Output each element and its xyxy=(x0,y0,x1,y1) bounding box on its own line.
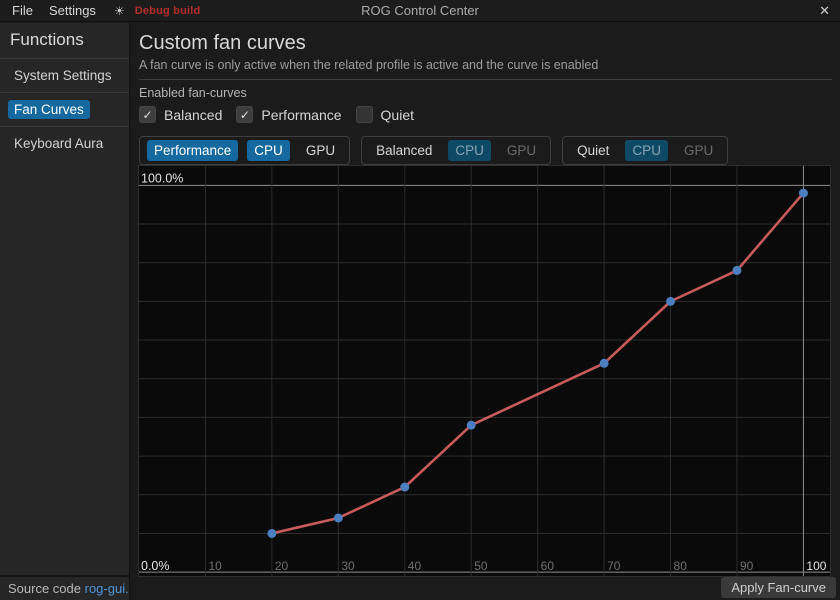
titlebar: File Settings ☀ Debug build ROG Control … xyxy=(0,0,840,22)
sidebar-item-fan-curves[interactable]: Fan Curves xyxy=(0,92,129,126)
tab-performance[interactable]: Performance xyxy=(147,140,239,161)
curve-point[interactable] xyxy=(666,296,676,306)
tab-quiet[interactable]: Quiet xyxy=(577,143,610,158)
checkbox-performance-box[interactable]: ✓ xyxy=(236,106,254,123)
x-axis-tick-label: 40 xyxy=(408,559,422,573)
tab-balanced-cpu[interactable]: CPU xyxy=(448,140,491,161)
checkbox-balanced[interactable]: ✓ Balanced xyxy=(139,106,222,123)
curve-point[interactable] xyxy=(798,188,808,198)
rog-gui-link[interactable]: rog-gui. xyxy=(84,581,129,596)
tab-quiet-gpu[interactable]: GPU xyxy=(683,143,714,158)
main-content: Custom fan curves A fan curve is only ac… xyxy=(131,23,840,600)
curve-point[interactable] xyxy=(333,513,343,523)
checkbox-performance[interactable]: ✓ Performance xyxy=(236,106,342,123)
tab-performance-cpu[interactable]: CPU xyxy=(247,140,290,161)
curve-point[interactable] xyxy=(466,420,476,430)
sidebar: Functions System Settings Fan Curves Key… xyxy=(0,23,130,600)
enabled-checkbox-row: ✓ Balanced ✓ Performance Quiet xyxy=(139,106,832,123)
x-axis-tick-label: 90 xyxy=(740,559,754,573)
checkbox-quiet[interactable]: Quiet xyxy=(355,106,414,123)
menu-file[interactable]: File xyxy=(12,3,33,18)
window-title: ROG Control Center xyxy=(361,3,479,18)
tab-performance-gpu[interactable]: GPU xyxy=(305,143,336,158)
apply-fan-curve-button[interactable]: Apply Fan-curve xyxy=(721,577,836,598)
fan-curve-line xyxy=(271,192,805,535)
sidebar-item-keyboard-aura[interactable]: Keyboard Aura xyxy=(0,126,129,160)
x-axis-tick-label: 50 xyxy=(474,559,488,573)
tab-quiet-cpu[interactable]: CPU xyxy=(625,140,668,161)
curve-point[interactable] xyxy=(267,528,277,538)
y-axis-min-label: 0.0% xyxy=(141,559,170,573)
menu-settings[interactable]: Settings xyxy=(48,3,96,18)
debug-build-badge: Debug build xyxy=(134,4,201,17)
profile-group-performance: Performance CPU GPU xyxy=(139,136,351,165)
x-axis-tick-label: 80 xyxy=(674,559,688,573)
profile-group-quiet: Quiet CPU GPU xyxy=(562,136,729,165)
checkbox-quiet-box[interactable] xyxy=(355,106,373,123)
x-axis-tick-label: 60 xyxy=(541,559,555,573)
sidebar-list: System Settings Fan Curves Keyboard Aura xyxy=(0,58,129,160)
sidebar-item-system-settings[interactable]: System Settings xyxy=(0,58,129,92)
x-axis-tick-label: 10 xyxy=(208,559,222,573)
x-axis-tick-label: 70 xyxy=(607,559,621,573)
sidebar-header: Functions xyxy=(10,30,84,49)
page-subtitle: A fan curve is only active when the rela… xyxy=(139,58,599,72)
curve-point[interactable] xyxy=(732,265,742,275)
x-axis-tick-label: 30 xyxy=(341,559,355,573)
curve-point[interactable] xyxy=(400,482,410,492)
profile-group-balanced: Balanced CPU GPU xyxy=(361,136,552,165)
tab-balanced-gpu[interactable]: GPU xyxy=(506,143,537,158)
x-axis-tick-label: 20 xyxy=(275,559,289,573)
profile-tab-row: Performance CPU GPU Balanced CPU GPU Qui… xyxy=(139,136,832,165)
divider xyxy=(139,79,832,80)
checkbox-balanced-box[interactable]: ✓ xyxy=(139,106,156,123)
y-axis-max-label: 100.0% xyxy=(141,171,183,185)
x-axis-tick-label: 100 xyxy=(806,559,826,573)
theme-toggle-icon[interactable]: ☀ xyxy=(113,3,125,18)
fan-curve-chart[interactable]: 100.0% 0.0% 10 20 30 40 50 60 70 80 90 100 xyxy=(138,165,831,577)
close-icon[interactable]: ✕ xyxy=(819,3,830,18)
enabled-fan-curves-heading: Enabled fan-curves xyxy=(139,86,247,100)
page-title: Custom fan curves xyxy=(139,32,306,54)
curve-point[interactable] xyxy=(599,358,609,368)
tab-balanced[interactable]: Balanced xyxy=(376,143,433,158)
source-code-note: Source code rog-gui. xyxy=(0,575,129,600)
